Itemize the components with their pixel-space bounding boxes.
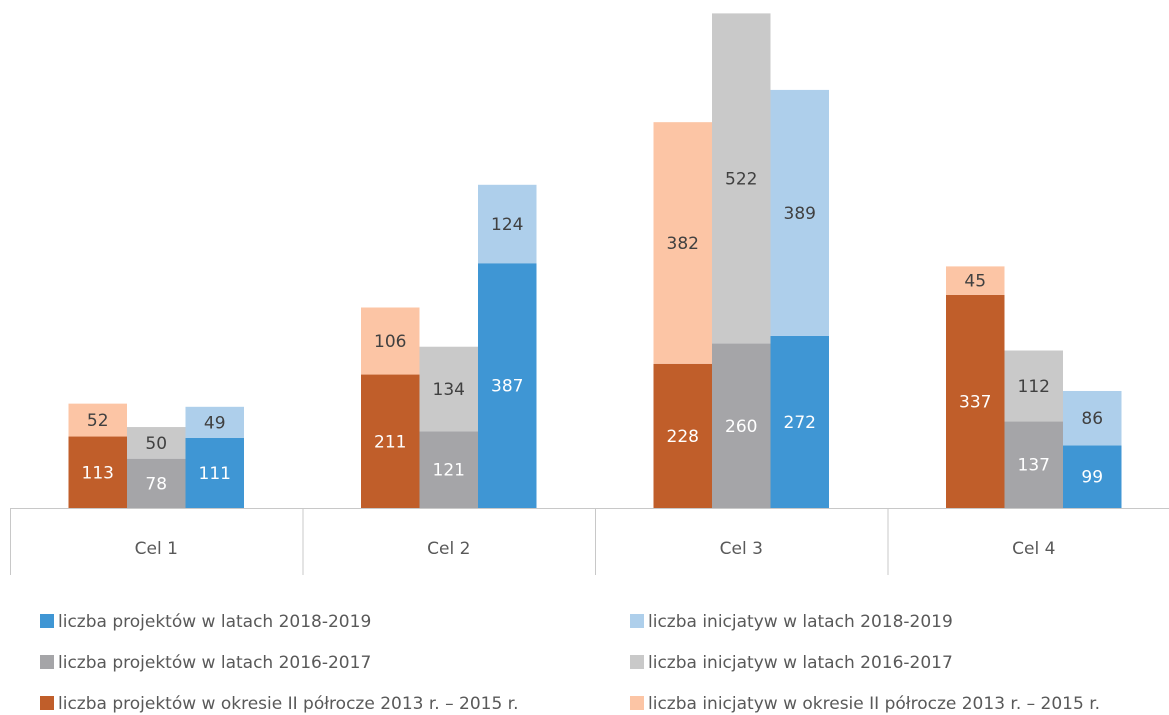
legend-swatch	[40, 655, 54, 669]
bar-segment	[185, 406, 244, 438]
bar-segment	[1063, 445, 1122, 508]
data-label: 228	[667, 427, 699, 447]
bar-segment	[770, 335, 829, 508]
data-label: 111	[199, 464, 231, 484]
legend-swatch	[630, 614, 644, 628]
data-label: 137	[1018, 456, 1050, 476]
bar-segment	[127, 427, 186, 459]
data-label: 106	[374, 332, 406, 352]
bar-segment	[712, 13, 771, 344]
bar-segment	[185, 437, 244, 508]
data-label: 272	[784, 413, 816, 433]
bar-segment	[653, 363, 712, 508]
bar-segment	[419, 346, 478, 432]
legend-label: liczba projektów w latach 2016-2017	[58, 653, 371, 673]
x-tick-label: Cel 1	[135, 539, 178, 559]
bar-segment	[946, 294, 1005, 508]
legend-label: liczba projektów w latach 2018-2019	[58, 612, 371, 632]
legend-swatch	[630, 696, 644, 710]
bar-segment	[653, 122, 712, 364]
bar-segment	[478, 184, 537, 264]
data-label: 45	[964, 272, 986, 292]
data-label: 49	[204, 413, 226, 433]
data-label: 387	[491, 377, 523, 397]
legend-swatch	[40, 696, 54, 710]
bar-segment	[1004, 350, 1063, 422]
legend-swatch	[40, 614, 54, 628]
bar-segment	[361, 374, 420, 508]
data-label: 382	[667, 234, 699, 254]
legend-swatch	[630, 655, 644, 669]
x-tick-label: Cel 3	[720, 539, 763, 559]
bar-segment	[946, 266, 1005, 295]
data-label: 124	[491, 215, 523, 235]
data-label: 134	[433, 380, 465, 400]
bar-segment	[419, 431, 478, 508]
bar-segment	[68, 403, 127, 437]
data-label: 52	[87, 411, 109, 431]
bar-segment	[68, 436, 127, 508]
data-label: 389	[784, 204, 816, 224]
data-label: 86	[1081, 409, 1103, 429]
bar-segment	[127, 458, 186, 508]
bar-segment	[770, 89, 829, 336]
data-label: 522	[725, 169, 757, 189]
data-label: 99	[1081, 468, 1103, 488]
data-label: 113	[82, 463, 114, 483]
data-label: 121	[433, 461, 465, 481]
data-label: 260	[725, 417, 757, 437]
data-label: 211	[374, 432, 406, 452]
bar-segment	[1063, 390, 1122, 446]
data-label: 337	[959, 392, 991, 412]
legend-label: liczba inicjatyw w latach 2016-2017	[648, 653, 953, 673]
data-label: 78	[145, 474, 167, 494]
bar-segment	[712, 343, 771, 508]
x-tick-label: Cel 4	[1012, 539, 1055, 559]
legend-label: liczba inicjatyw w latach 2018-2019	[648, 612, 953, 632]
legend-label: liczba projektów w okresie II półrocze 2…	[58, 694, 519, 714]
data-label: 112	[1018, 377, 1050, 397]
bar-segment	[361, 307, 420, 375]
legend-label: liczba inicjatyw w okresie II półrocze 2…	[648, 694, 1100, 714]
data-label: 50	[145, 434, 167, 454]
bar-segment	[1004, 421, 1063, 508]
x-tick-label: Cel 2	[427, 539, 470, 559]
bar-segment	[478, 263, 537, 508]
